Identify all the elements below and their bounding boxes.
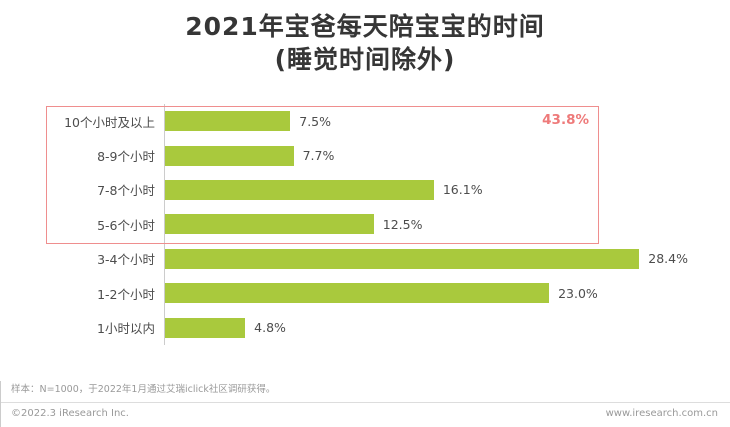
footer-divider (1, 402, 730, 403)
bar (165, 179, 434, 200)
bar-track: 23.0% (164, 275, 726, 311)
footer-bottom: ©2022.3 iResearch Inc. www.iresearch.com… (1, 403, 730, 427)
bar-value-label: 4.8% (254, 320, 286, 336)
bar (165, 248, 640, 269)
bar-row: 1-2个小时 23.0% (8, 275, 726, 311)
bar (165, 111, 291, 132)
copyright: ©2022.3 iResearch Inc. (11, 408, 129, 419)
chart-title-line2: (睡觉时间除外) (274, 45, 456, 74)
bar-row: 7-8个小时 16.1% (8, 172, 726, 208)
bar-row: 8-9个小时 7.7% (8, 138, 726, 173)
category-label: 1小时以内 (97, 321, 155, 337)
chart-rows: 10个小时及以上 7.5% 8-9个小时 7.7% 7-8个小时 16.1% 5-6个小时 1… (8, 104, 726, 345)
category-label: 10个小时及以上 (64, 114, 155, 130)
bar (165, 317, 246, 338)
bar-value-label: 23.0% (558, 285, 598, 301)
category-label: 1-2个小时 (97, 286, 155, 302)
bar-value-label: 16.1% (442, 182, 483, 198)
bar-row: 1小时以内 4.8% (8, 310, 726, 345)
bar-value-label: 28.4% (648, 251, 688, 267)
footer: 样本：N=1000，于2022年1月通过艾瑞iclick社区调研获得。 ©202… (0, 381, 730, 427)
bar-row: 3-4个小时 28.4% (8, 241, 726, 276)
bar-track: 7.7% (164, 138, 726, 173)
bar-track: 7.5% (164, 104, 726, 139)
bar-value-label: 12.5% (382, 216, 423, 232)
category-label: 5-6个小时 (97, 217, 155, 233)
chart-title: 2021年宝爸每天陪宝宝的时间 (睡觉时间除外) (0, 10, 730, 76)
bar-value-label: 7.5% (299, 113, 332, 129)
bar-chart: 43.8% 10个小时及以上 7.5% 8-9个小时 7.7% 7-8个小时 16.1% 5… (8, 104, 726, 348)
category-label: 8-9个小时 (97, 149, 155, 165)
bar (165, 283, 550, 304)
category-label: 3-4个小时 (97, 252, 155, 268)
category-label: 7-8个小时 (97, 183, 155, 199)
bar-track: 16.1% (164, 172, 726, 208)
bar-value-label: 7.7% (302, 148, 335, 164)
bar-track: 4.8% (164, 310, 726, 345)
bar-track: 28.4% (164, 241, 726, 276)
bar (165, 214, 374, 235)
sample-note: 样本：N=1000，于2022年1月通过艾瑞iclick社区调研获得。 (11, 384, 276, 395)
bar-row: 5-6个小时 12.5% (8, 207, 726, 242)
bar-row: 10个小时及以上 7.5% (8, 104, 726, 139)
bar (165, 145, 294, 166)
bar-track: 12.5% (164, 207, 726, 242)
website[interactable]: www.iresearch.com.cn (605, 408, 718, 419)
chart-title-line1: 2021年宝爸每天陪宝宝的时间 (185, 12, 545, 41)
